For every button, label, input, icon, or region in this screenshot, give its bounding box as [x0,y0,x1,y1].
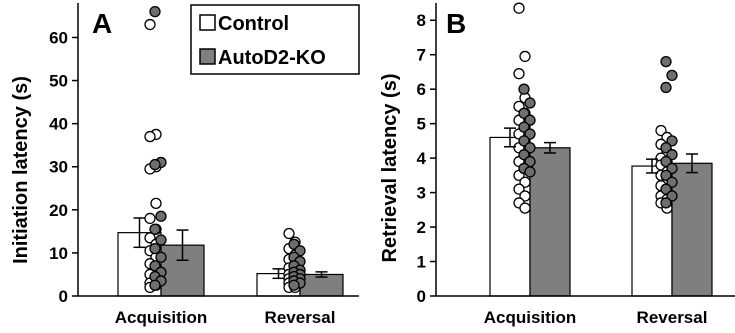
y-tick-label: 8 [417,11,426,30]
data-point-control [519,50,531,63]
data-point-autod2-ko [666,69,678,82]
data-point-control [144,130,156,143]
panel-a-axes [77,3,359,297]
data-point-autod2-ko [155,234,167,246]
y-tick-label: 5 [417,115,426,134]
y-tick-label: 20 [49,201,68,220]
y-tick-label: 1 [417,253,426,272]
panel-a-yticks: 0 10 20 30 40 50 60 [49,28,78,306]
data-point-autod2-ko [518,83,530,95]
y-tick-label: 4 [417,149,427,168]
data-point-autod2-ko [149,223,161,235]
data-point-autod2-ko [288,279,300,291]
panel-a-ylabel: Initiation latency (s) [10,76,32,264]
panel-b: B Retrieval latency (s) 0 1 2 3 4 5 6 7 8 Acquis… [379,2,735,327]
category-label: Reversal [637,308,708,327]
data-point-control [144,212,156,225]
data-point-control [519,202,531,214]
panel-b-label: B [446,8,466,39]
data-point-control [150,197,162,210]
data-point-autod2-ko [660,55,672,68]
data-point-control [144,18,156,31]
data-point-autod2-ko [149,279,161,291]
legend-box [190,4,360,75]
y-tick-label: 10 [49,244,68,263]
data-point-autod2-ko [149,242,161,255]
data-point-autod2-ko [660,197,672,209]
data-point-autod2-ko [155,210,167,222]
panel-b-axes [435,3,735,297]
y-tick-label: 7 [417,46,426,65]
y-tick-label: 2 [417,218,426,237]
y-tick-label: 3 [417,184,426,203]
category-label: Acquisition [484,308,577,327]
panel-a-errorbars [133,217,328,280]
bar-autod2-ko [671,162,713,297]
data-point-autod2-ko [660,81,672,94]
y-tick-label: 40 [49,115,68,134]
panel-a: A Initiation latency (s) 0 10 20 30 40 50 60 A… [10,3,359,327]
data-point-autod2-ko [524,166,536,178]
data-point-autod2-ko [149,5,161,18]
legend-label-autod2-ko: AutoD2-KO [218,47,326,69]
bar-autod2-ko [529,147,571,297]
data-point-control [513,2,525,14]
panel-b-categories: Acquisition Reversal [484,308,708,327]
panel-a-points [144,5,306,294]
legend-swatch-autod2-ko [199,48,216,65]
panel-b-errorbars [504,127,698,174]
panel-b-yticks: 0 1 2 3 4 5 6 7 8 [417,11,436,306]
y-tick-label: 0 [59,287,68,306]
legend: Control AutoD2-KO [190,4,360,75]
y-tick-label: 6 [417,80,426,99]
category-label: Acquisition [115,308,208,327]
y-tick-label: 50 [49,72,68,91]
data-point-autod2-ko [155,251,167,263]
data-point-control [513,68,525,80]
legend-label-control: Control [218,13,289,35]
data-point-autod2-ko [524,97,536,109]
panel-b-ylabel: Retrieval latency (s) [379,74,401,263]
y-tick-label: 60 [49,28,68,47]
panel-a-label: A [92,8,112,39]
y-tick-label: 0 [417,287,426,306]
panel-a-categories: Acquisition Reversal [115,308,336,327]
category-label: Reversal [265,308,336,327]
data-point-autod2-ko [149,158,161,171]
panel-b-points [513,2,678,214]
y-tick-label: 30 [49,158,68,177]
data-point-control [283,227,295,240]
legend-swatch-control [199,14,216,31]
